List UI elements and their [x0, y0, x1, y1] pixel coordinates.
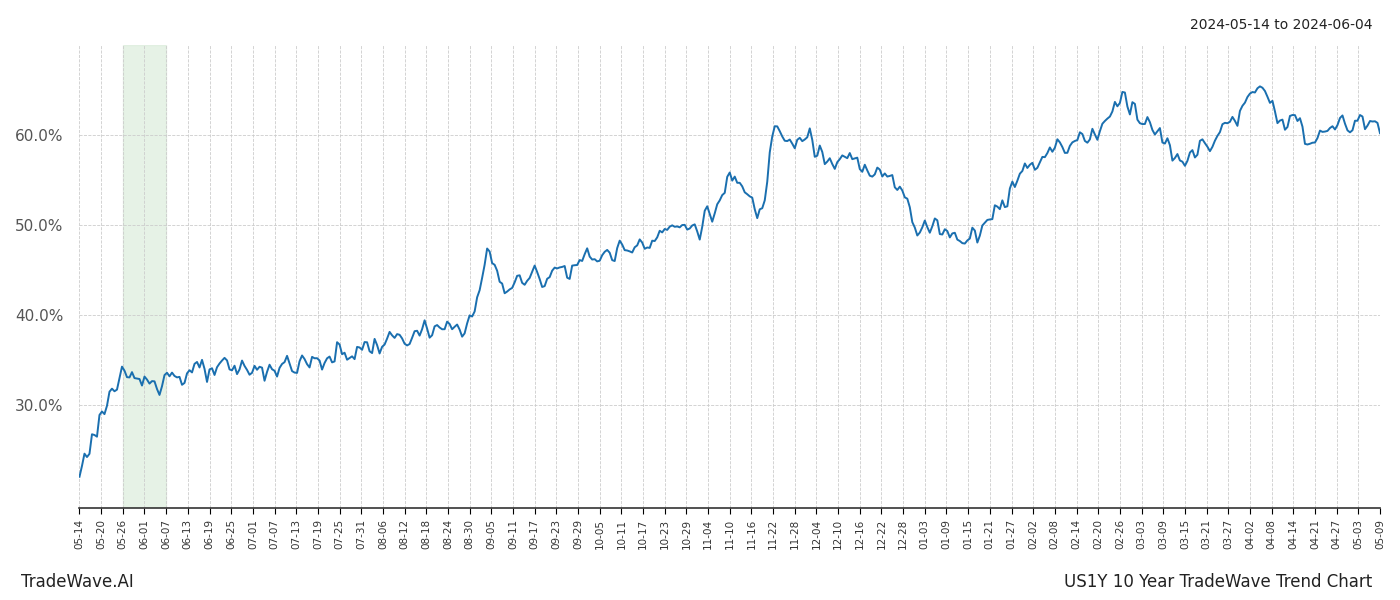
Text: US1Y 10 Year TradeWave Trend Chart: US1Y 10 Year TradeWave Trend Chart	[1064, 573, 1372, 591]
Bar	[123, 45, 167, 508]
Text: TradeWave.AI: TradeWave.AI	[21, 573, 134, 591]
Text: 2024-05-14 to 2024-06-04: 2024-05-14 to 2024-06-04	[1190, 18, 1372, 32]
